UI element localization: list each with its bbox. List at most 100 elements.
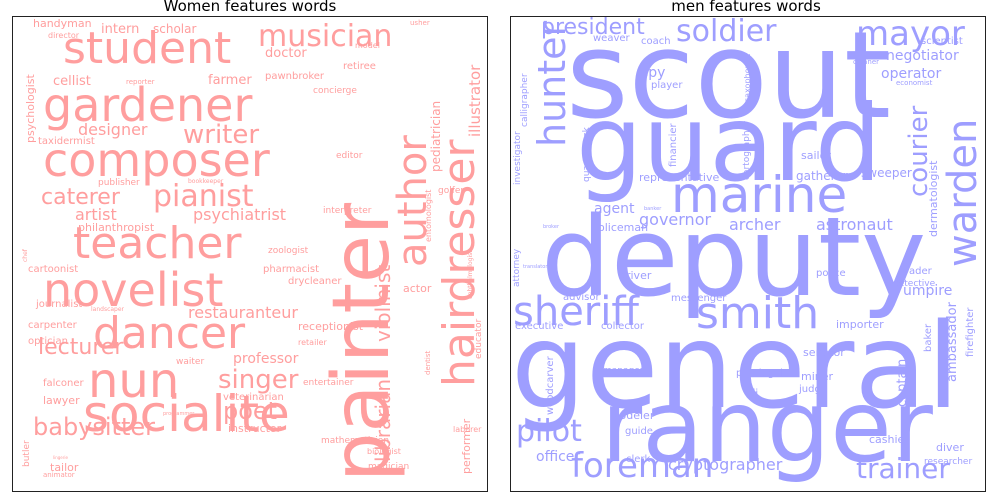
men-word-cryptographer: cryptographer <box>668 455 783 474</box>
men-word-scientist: scientist <box>921 36 963 47</box>
men-word-officer: officer <box>536 449 581 465</box>
women-word-lawyer: lawyer <box>43 394 80 407</box>
men-word-president: president <box>541 16 645 40</box>
men-word-collector: collector <box>601 321 644 332</box>
women-word-musician: musician <box>258 19 393 54</box>
women-word-ophthalmologist: ophthalmologist <box>467 250 474 299</box>
women-word-publisher: publisher <box>98 178 140 188</box>
men-word-pilot: pilot <box>516 414 582 449</box>
men-word-cleaner: cleaner <box>853 58 880 66</box>
women-word-director: director <box>48 31 80 40</box>
women-word-designer: designer <box>78 120 148 139</box>
women-word-entomologist: entomologist <box>424 189 433 242</box>
men-word-importer: importer <box>836 318 884 331</box>
men-word-mayor: mayor <box>856 16 965 54</box>
women-word-babysitter: babysitter <box>33 413 156 441</box>
men-word-ranger: ranger <box>601 368 933 485</box>
women-word-composer: composer <box>43 133 270 187</box>
women-word-retiree: retiree <box>343 61 376 72</box>
men-word-police: police <box>816 268 846 279</box>
women-word-tailor: tailor <box>50 461 79 474</box>
women-word-reporter: reporter <box>126 78 155 86</box>
women-word-falconer: falconer <box>43 378 84 389</box>
women-word-caterer: caterer <box>41 185 120 210</box>
men-word-archer: archer <box>729 215 781 234</box>
men-word-player: player <box>651 80 683 91</box>
men-word-cashier: cashier <box>869 433 909 446</box>
men-word-paralegal: paralegal <box>736 368 783 379</box>
women-word-retailer: retailer <box>298 338 327 347</box>
men-word-diver: diver <box>936 441 964 454</box>
men-word-attorney: attorney <box>512 248 522 287</box>
men-word-driver: driver <box>619 269 652 282</box>
women-word-drycleaner: drycleaner <box>288 276 342 287</box>
men-word-gatherer: gatherer <box>796 169 848 183</box>
men-word-weaver: weaver <box>593 33 630 44</box>
women-word-model: model <box>355 41 380 50</box>
women-word-laborer: laborer <box>453 425 482 434</box>
men-word-governor: governor <box>639 210 712 229</box>
women-word-landscaper: landscaper <box>91 306 125 313</box>
men-word-investigator: investigator <box>513 131 523 185</box>
women-word-handyman: handyman <box>33 17 92 30</box>
women-word-zoologist: zoologist <box>268 246 309 256</box>
men-word-miner: miner <box>801 370 834 383</box>
women-word-student: student <box>63 23 232 74</box>
women-word-taxidermist: taxidermist <box>38 136 95 147</box>
women-word-scholar: scholar <box>153 22 197 36</box>
men-word-foreman: foreman <box>571 446 714 486</box>
women-word-psychiatrist: psychiatrist <box>193 205 287 224</box>
men-word-umpire: umpire <box>903 283 953 299</box>
women-word-pharmacist: pharmacist <box>263 264 320 275</box>
women-word-animator: animator <box>43 471 75 479</box>
men-word-coach: coach <box>641 36 671 47</box>
women-word-psychologist: psychologist <box>24 74 37 143</box>
men-word-senator: senator <box>803 346 845 359</box>
women-word-usher: usher <box>410 19 430 27</box>
men-word-deputy: deputy <box>541 193 927 321</box>
women-word-farmer: farmer <box>208 73 252 88</box>
men-word-negotiator: negotiator <box>886 48 959 64</box>
women-word-violinist: violinist <box>371 264 395 342</box>
women-word-cartoonist: cartoonist <box>28 264 79 275</box>
men-word-sailor: sailor <box>801 149 831 162</box>
women-word-carpenter: carpenter <box>28 320 77 331</box>
men-word-trainer: trainer <box>856 452 950 485</box>
men-word-policeman: policeman <box>591 221 649 234</box>
men-word-trader: trader <box>901 266 932 277</box>
women-word-journalist: journalist <box>36 299 83 310</box>
women-word-mathematician: mathematician <box>321 436 390 446</box>
men-word-guard: guard <box>576 83 882 205</box>
men-word-financier: financier <box>668 123 679 167</box>
women-word-actor: actor <box>403 282 432 295</box>
women-word-chef: chef <box>22 249 29 262</box>
men-word-broker: broker <box>543 224 560 230</box>
women-word-receptionist: receptionist <box>298 320 364 333</box>
men-word-operator: operator <box>881 66 942 82</box>
women-word-teacher: teacher <box>73 218 242 269</box>
men-word-saxophonist: saxophonist <box>743 53 752 102</box>
women-word-gardener: gardener <box>43 78 253 132</box>
women-word-singer: singer <box>218 365 299 395</box>
men-word-clerk: clerk <box>626 454 651 465</box>
women-chart-title: Women features words <box>163 0 337 15</box>
men-word-agent: agent <box>594 201 635 217</box>
men-word-spy: spy <box>641 65 666 81</box>
men-word-messenger: messenger <box>671 293 727 304</box>
women-word-lecturer: lecturer <box>38 335 124 360</box>
women-word-poet: poet <box>223 397 278 425</box>
women-word-performer: performer <box>460 418 473 474</box>
women-word-pianist: pianist <box>153 179 254 214</box>
men-word-dj: dj <box>749 388 759 399</box>
men-word-advisor: advisor <box>563 292 600 303</box>
men-word-sheriff: sheriff <box>513 289 639 335</box>
men-word-scout: scout <box>566 16 892 146</box>
women-word-bookkeeper: bookkeeper <box>188 178 224 185</box>
women-word-entertainer: entertainer <box>303 378 354 388</box>
men-word-translator: translator <box>523 264 548 270</box>
men-word-ambassador: ambassador <box>945 302 960 382</box>
women-word-restauranteur: restauranteur <box>188 303 298 322</box>
women-word-magician: magician <box>368 462 410 472</box>
men-word-yodeler: yodeler <box>613 409 655 422</box>
men-word-manager: manager <box>603 366 644 376</box>
